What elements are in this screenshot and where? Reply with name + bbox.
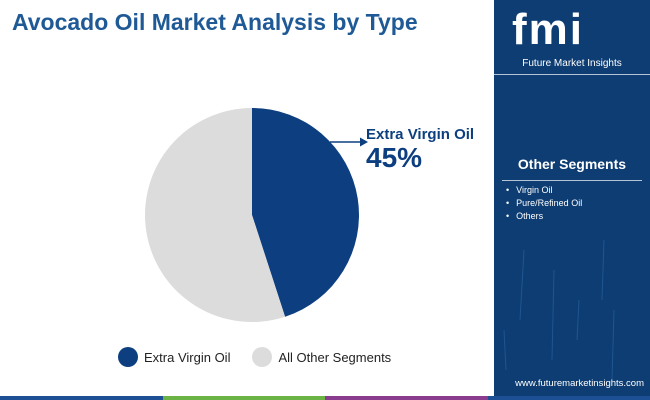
logo-caption: Future Market Insights: [522, 58, 622, 69]
chart-legend: Extra Virgin Oil All Other Segments: [118, 347, 413, 367]
callout-value: 45%: [366, 142, 423, 173]
sidebar-panel: fmi Future Market Insights Other Segment…: [494, 0, 650, 400]
logo-divider: [494, 74, 650, 75]
heading-divider: [502, 180, 642, 181]
legend-item-extra-virgin-oil: Extra Virgin Oil: [118, 347, 230, 367]
legend-label: Extra Virgin Oil: [144, 349, 231, 365]
list-item: Pure/Refined Oil: [506, 197, 582, 210]
pie-slice-all-other-segments: [144, 108, 286, 322]
legend-item-other-segments: All Other Segments: [252, 347, 391, 367]
callout-label: Extra Virgin Oil: [366, 126, 475, 143]
website-url[interactable]: www.futuremarketinsights.com: [515, 378, 644, 389]
other-segments-list: Virgin Oil Pure/Refined Oil Others: [506, 184, 582, 223]
bar-segment: [487, 396, 650, 400]
legend-swatch: [252, 347, 273, 367]
list-item: Virgin Oil: [506, 184, 582, 197]
legend-label: All Other Segments: [278, 349, 392, 365]
pie-chart: [144, 108, 359, 322]
callout-arrow: [330, 137, 368, 147]
fmi-logo: fmi Future Market Insights: [494, 0, 650, 74]
sidebar-texture: [503, 239, 615, 381]
legend-swatch: [118, 347, 138, 367]
chart-title: Avocado Oil Market Analysis by Type: [12, 9, 418, 35]
pie-slice-extra-virgin-oil: [252, 108, 359, 317]
bar-segment: [325, 396, 488, 400]
bar-segment: [0, 396, 163, 400]
other-segments-heading: Other Segments: [517, 156, 627, 172]
bar-segment: [162, 396, 325, 400]
logo-mark: fmi: [512, 5, 584, 54]
list-item: Others: [506, 210, 582, 223]
bottom-color-bar: [0, 396, 650, 400]
